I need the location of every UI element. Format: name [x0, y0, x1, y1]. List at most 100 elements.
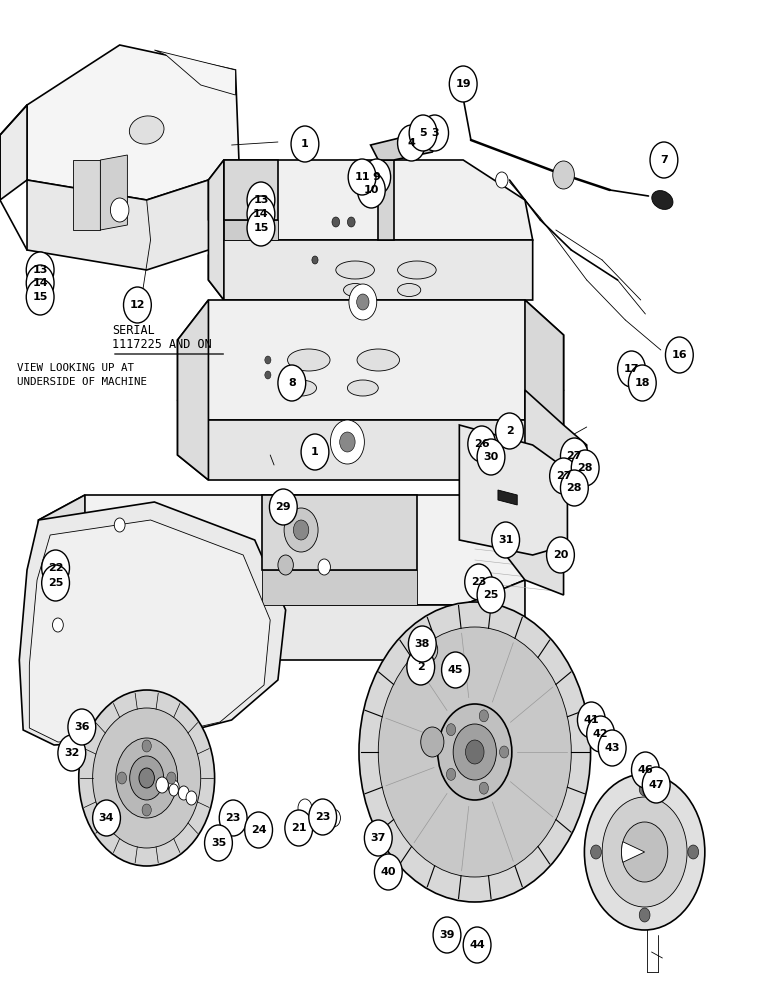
Circle shape — [269, 489, 297, 525]
Circle shape — [374, 854, 402, 890]
Circle shape — [591, 845, 601, 859]
Text: 2: 2 — [417, 662, 425, 672]
Circle shape — [631, 752, 659, 788]
Circle shape — [421, 727, 444, 757]
Circle shape — [124, 287, 151, 323]
Circle shape — [479, 782, 489, 794]
Circle shape — [130, 756, 164, 800]
Text: 37: 37 — [371, 833, 386, 843]
Text: 27: 27 — [567, 451, 582, 461]
Circle shape — [167, 772, 176, 784]
Circle shape — [340, 432, 355, 452]
Polygon shape — [262, 570, 417, 605]
Circle shape — [446, 768, 455, 780]
Polygon shape — [525, 300, 564, 480]
Text: 44: 44 — [469, 940, 485, 950]
Circle shape — [68, 709, 96, 745]
Text: 4: 4 — [408, 138, 415, 148]
Text: 7: 7 — [660, 155, 668, 165]
Circle shape — [310, 806, 323, 824]
Text: 25: 25 — [483, 590, 499, 600]
Circle shape — [407, 649, 435, 685]
Circle shape — [116, 738, 178, 818]
Circle shape — [301, 434, 329, 470]
Text: 17: 17 — [624, 364, 639, 374]
Text: 30: 30 — [483, 452, 499, 462]
Text: 19: 19 — [455, 79, 471, 89]
Text: 29: 29 — [276, 502, 291, 512]
Circle shape — [665, 337, 693, 373]
Text: 42: 42 — [593, 729, 608, 739]
Text: UNDERSIDE OF MACHINE: UNDERSIDE OF MACHINE — [17, 377, 147, 387]
Text: 28: 28 — [567, 483, 582, 493]
Circle shape — [492, 522, 520, 558]
Circle shape — [357, 172, 385, 208]
Circle shape — [168, 780, 179, 794]
Text: 35: 35 — [211, 838, 226, 848]
Circle shape — [438, 704, 512, 800]
Text: 23: 23 — [225, 813, 241, 823]
Ellipse shape — [286, 380, 317, 396]
Text: 13: 13 — [32, 265, 48, 275]
Text: 2: 2 — [506, 426, 513, 436]
Polygon shape — [498, 490, 517, 505]
Circle shape — [499, 746, 509, 758]
Text: 18: 18 — [635, 378, 650, 388]
Polygon shape — [262, 495, 417, 570]
Text: 1117225 AND ON: 1117225 AND ON — [112, 338, 212, 352]
Circle shape — [298, 799, 312, 817]
Text: 25: 25 — [48, 578, 63, 588]
Circle shape — [477, 577, 505, 613]
Circle shape — [178, 786, 189, 800]
Circle shape — [398, 125, 425, 161]
Circle shape — [408, 626, 436, 662]
Text: 1: 1 — [311, 447, 319, 457]
Circle shape — [349, 284, 377, 320]
Polygon shape — [208, 240, 533, 300]
Ellipse shape — [287, 349, 330, 371]
Ellipse shape — [452, 69, 466, 95]
Polygon shape — [19, 502, 286, 745]
Text: 22: 22 — [48, 563, 63, 573]
Circle shape — [245, 812, 273, 848]
Circle shape — [52, 618, 63, 632]
Polygon shape — [208, 160, 224, 300]
Ellipse shape — [130, 116, 164, 144]
Circle shape — [479, 710, 489, 722]
Circle shape — [291, 126, 319, 162]
Text: 38: 38 — [415, 639, 430, 649]
Polygon shape — [459, 495, 564, 595]
Circle shape — [169, 784, 178, 796]
Circle shape — [453, 724, 496, 780]
Polygon shape — [73, 160, 100, 230]
Circle shape — [587, 716, 615, 752]
Circle shape — [318, 559, 330, 575]
Circle shape — [560, 470, 588, 506]
Text: 8: 8 — [288, 378, 296, 388]
Circle shape — [553, 161, 574, 189]
Circle shape — [547, 537, 574, 573]
Circle shape — [332, 217, 340, 227]
Polygon shape — [525, 390, 587, 490]
Polygon shape — [0, 105, 27, 200]
Circle shape — [278, 365, 306, 401]
Circle shape — [42, 565, 69, 601]
Circle shape — [348, 159, 376, 195]
Circle shape — [330, 420, 364, 464]
Polygon shape — [371, 130, 440, 160]
Circle shape — [278, 555, 293, 575]
Text: 24: 24 — [251, 825, 266, 835]
Text: 9: 9 — [373, 172, 381, 182]
Circle shape — [496, 413, 523, 449]
Ellipse shape — [398, 261, 436, 279]
Text: 43: 43 — [604, 743, 620, 753]
Polygon shape — [29, 520, 270, 742]
Text: 5: 5 — [419, 128, 427, 138]
Circle shape — [327, 809, 340, 827]
Wedge shape — [621, 842, 645, 862]
Text: 14: 14 — [32, 278, 48, 288]
Text: 36: 36 — [74, 722, 90, 732]
Text: 47: 47 — [648, 780, 664, 790]
Text: 3: 3 — [431, 128, 438, 138]
Circle shape — [142, 740, 151, 752]
